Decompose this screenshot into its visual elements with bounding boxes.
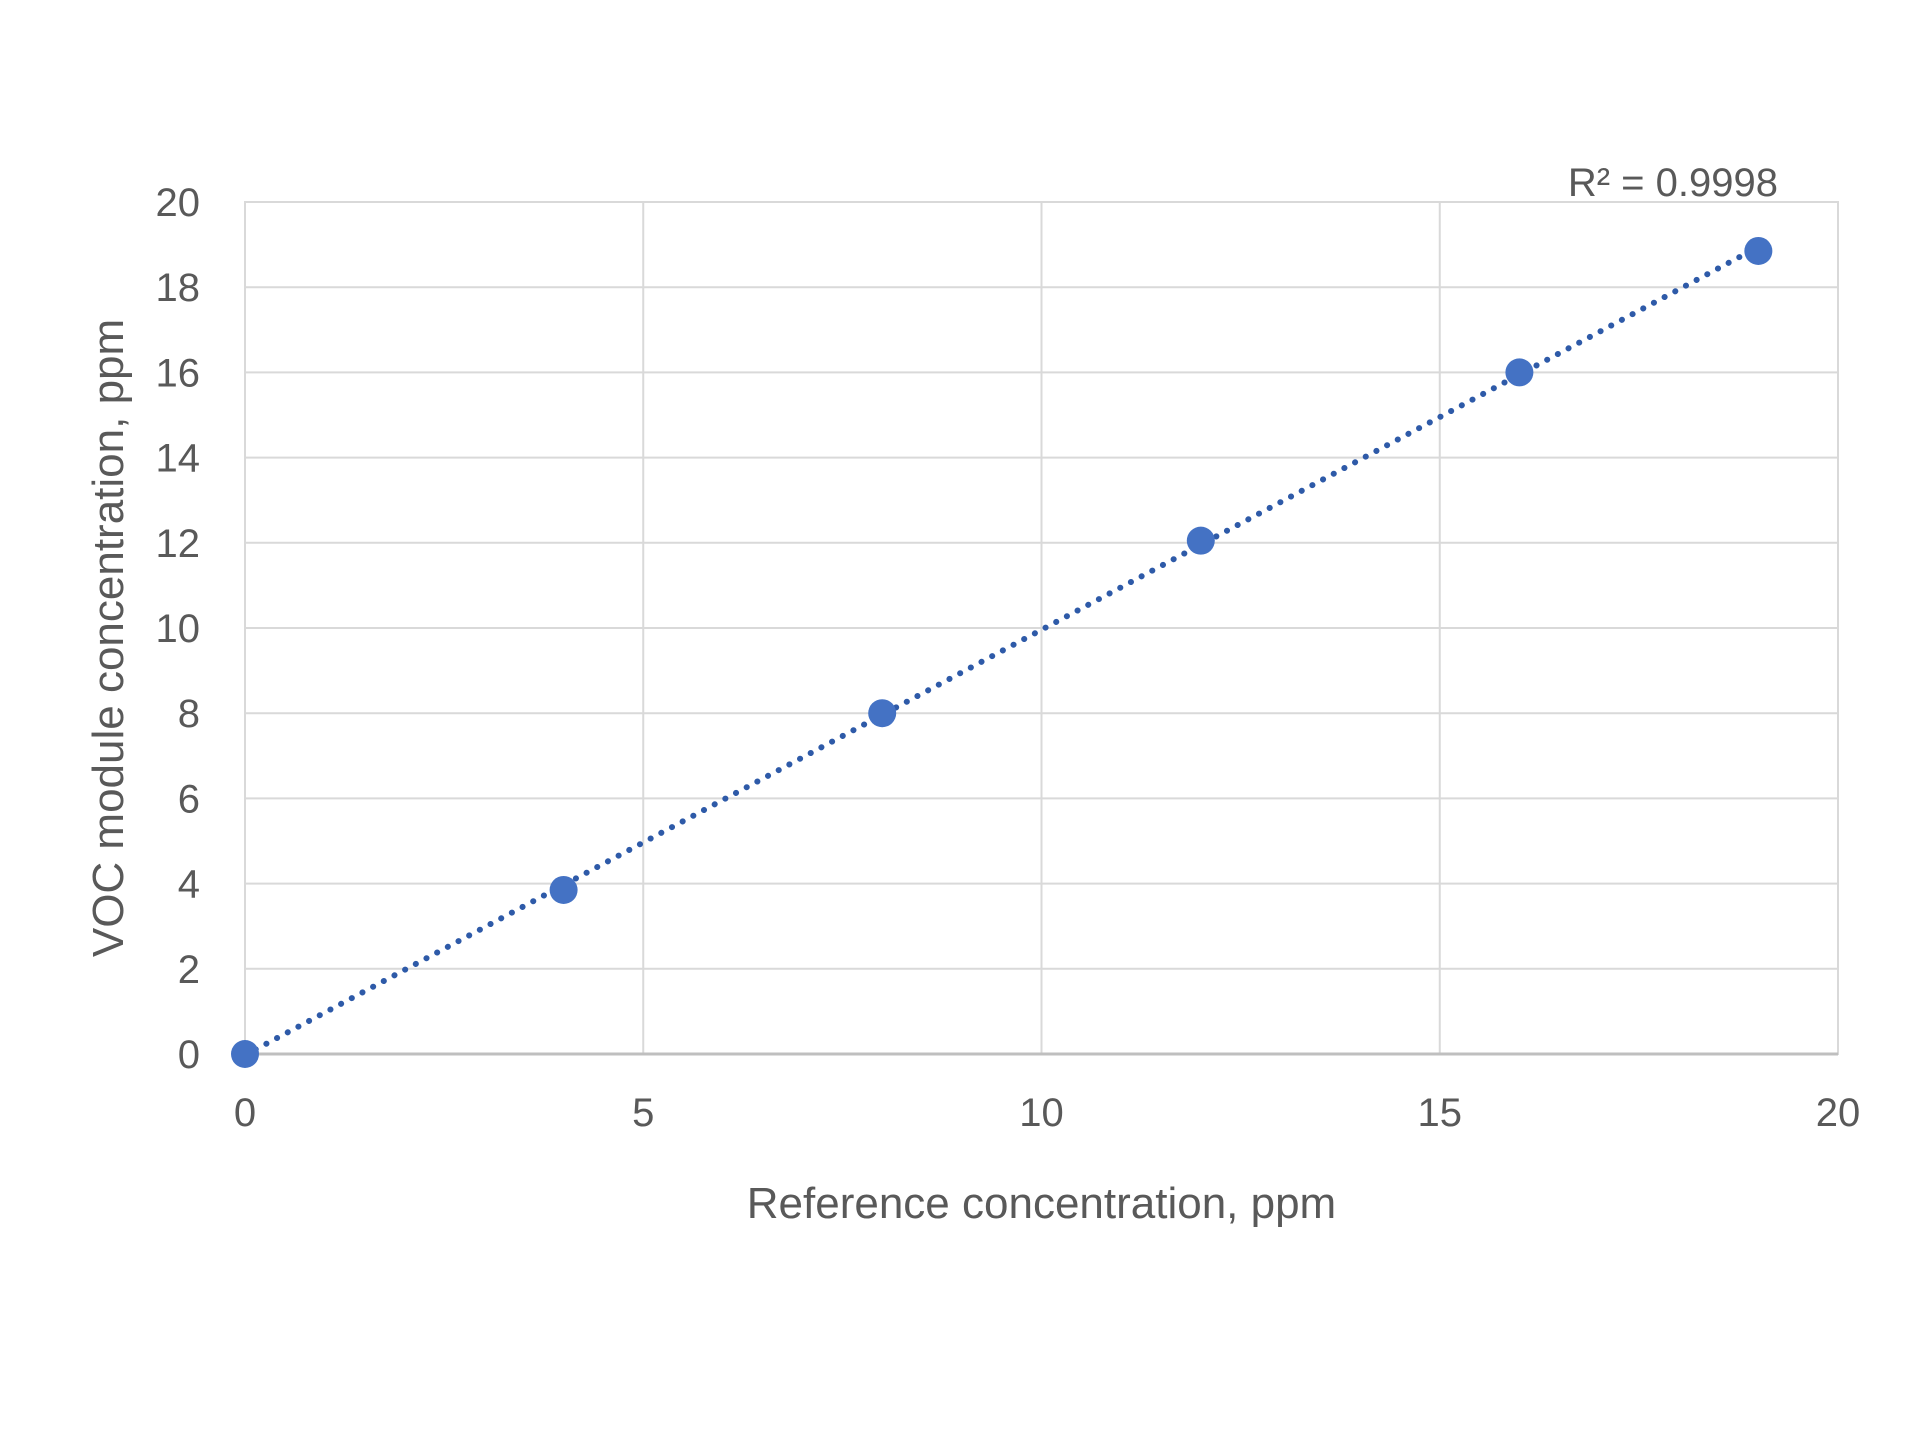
y-tick-label-5: 10 — [156, 607, 201, 651]
y-tick-label-9: 18 — [156, 266, 201, 310]
y-tick-label-8: 16 — [156, 351, 201, 395]
linear-trendline — [242, 243, 1762, 1059]
y-axis-tick-labels: 0 2 4 6 8 10 12 14 16 18 20 — [156, 181, 201, 1077]
y-tick-label-1: 2 — [178, 948, 200, 992]
y-tick-label-7: 14 — [156, 437, 201, 481]
x-axis-title: Reference concentration, ppm — [747, 1179, 1336, 1228]
x-tick-label-0: 0 — [234, 1091, 256, 1135]
data-point-3 — [1186, 526, 1215, 555]
x-tick-label-3: 15 — [1418, 1091, 1463, 1135]
data-point-4 — [1505, 358, 1534, 387]
data-point-5 — [1744, 236, 1773, 265]
y-tick-label-4: 8 — [178, 692, 200, 736]
y-tick-label-10: 20 — [156, 181, 201, 225]
x-axis-tick-labels: 0 5 10 15 20 — [234, 1091, 1860, 1135]
y-tick-label-6: 12 — [156, 522, 201, 566]
data-point-1 — [549, 875, 578, 904]
x-tick-label-2: 10 — [1019, 1091, 1064, 1135]
data-points — [231, 236, 1773, 1068]
r-squared-annotation: R² = 0.9998 — [1568, 161, 1778, 205]
y-tick-label-0: 0 — [178, 1033, 200, 1077]
y-tick-label-2: 4 — [178, 863, 200, 907]
x-tick-label-4: 20 — [1816, 1091, 1861, 1135]
data-point-2 — [868, 699, 897, 728]
y-axis-title: VOC module concentration, ppm — [84, 319, 133, 957]
y-tick-label-3: 6 — [178, 777, 200, 821]
x-tick-label-1: 5 — [632, 1091, 654, 1135]
data-point-0 — [231, 1040, 259, 1068]
